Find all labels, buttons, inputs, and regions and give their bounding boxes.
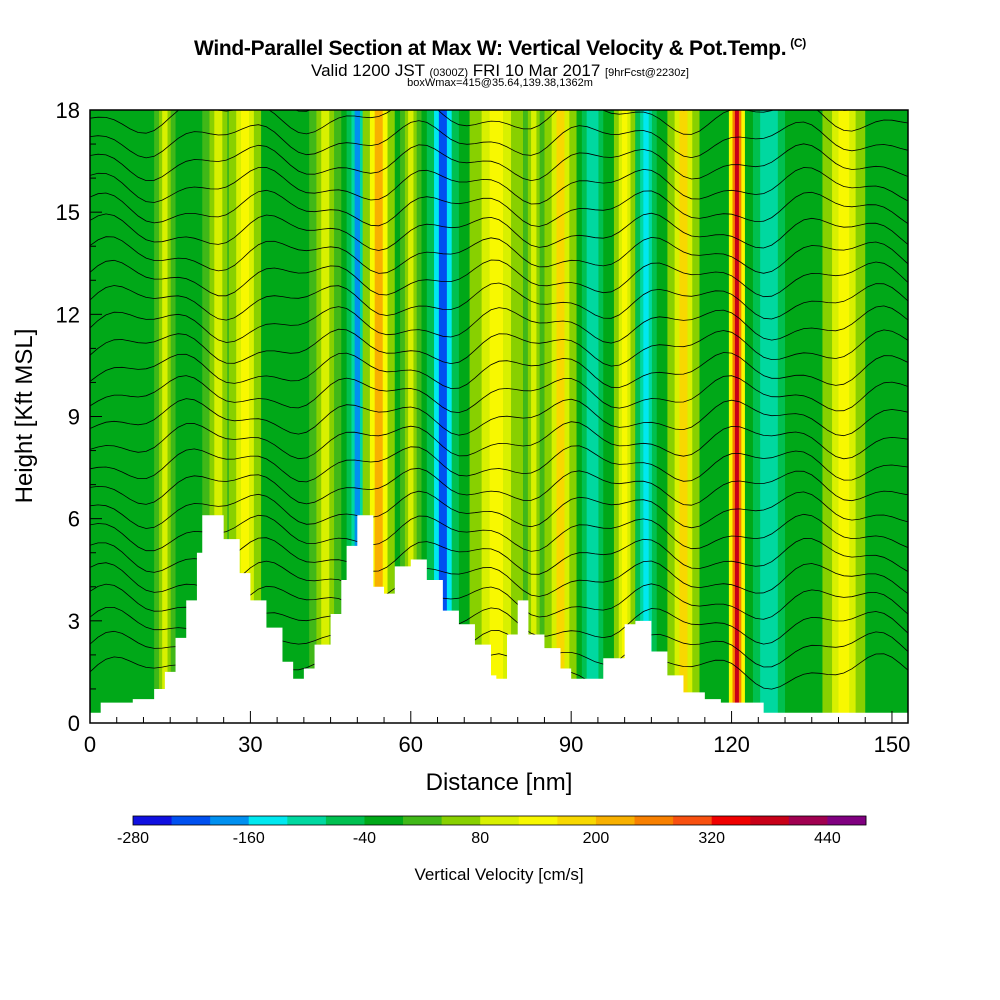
velocity-band-core	[589, 110, 596, 723]
colorbar-swatch	[827, 816, 867, 825]
colorbar-swatch	[480, 816, 520, 825]
theta-contour	[90, 467, 908, 506]
velocity-band-core	[764, 110, 774, 723]
x-tick-label: 90	[559, 732, 583, 757]
velocity-band-core	[408, 110, 414, 723]
colorbar-swatch	[287, 816, 327, 825]
colorbar-swatch	[518, 816, 558, 825]
y-tick-label: 6	[68, 507, 80, 532]
colorbar-swatch	[171, 816, 211, 825]
colorbar-swatch	[557, 816, 597, 825]
colorbar-swatch	[210, 816, 250, 825]
theta-contour	[295, 110, 853, 112]
colorbar-swatch	[133, 816, 172, 825]
theta-contour	[90, 236, 908, 274]
y-tick-label: 15	[56, 200, 80, 225]
theta-contour	[90, 328, 908, 367]
theta-contour	[90, 143, 908, 182]
potential-temperature-contours	[90, 110, 908, 692]
colorbar-tick-label: -160	[233, 830, 265, 847]
x-tick-label: 150	[874, 732, 911, 757]
theta-contour	[90, 421, 908, 460]
theta-contour	[90, 120, 908, 159]
colorbar-swatch	[248, 816, 288, 825]
colorbar-swatch	[788, 816, 828, 825]
forecast-label: [9hrFcst@2230z]	[605, 67, 689, 79]
valid-date: FRI 10 Mar 2017	[472, 61, 601, 80]
velocity-band-core	[214, 110, 223, 723]
velocity-band-core	[241, 110, 250, 723]
y-tick-label: 0	[68, 711, 80, 736]
theta-contour	[90, 166, 908, 205]
velocity-band-core	[374, 110, 383, 723]
velocity-band-core	[734, 110, 739, 723]
velocity-band-core	[621, 110, 628, 723]
x-tick-label: 120	[713, 732, 750, 757]
y-tick-label: 9	[68, 405, 80, 430]
velocity-band-core	[838, 110, 850, 723]
colorbar-swatch	[673, 816, 713, 825]
colorbar-tick-label: 80	[471, 830, 489, 847]
colorbar-swatch	[441, 816, 481, 825]
colorbar-tick-label: -280	[117, 830, 149, 847]
box-wmax-label: boxWmax=415@35.64,139.38,1362m	[407, 77, 593, 89]
theta-contour	[90, 490, 908, 529]
velocity-band-core	[643, 110, 649, 723]
colorbar-swatch	[325, 816, 365, 825]
chart-title: Wind-Parallel Section at Max W: Vertical…	[0, 36, 1000, 61]
colorbar-swatch	[634, 816, 674, 825]
colorbar-swatch	[364, 816, 404, 825]
colorbar-swatch	[403, 816, 443, 825]
colorbar-swatch	[750, 816, 790, 825]
theta-contour	[90, 212, 908, 251]
theta-contour	[90, 398, 908, 437]
terrain-mask	[90, 515, 908, 723]
velocity-band-core	[556, 110, 565, 723]
valid-prefix: Valid 1200 JST	[311, 61, 425, 80]
theta-contour	[90, 305, 908, 344]
x-tick-label: 30	[238, 732, 262, 757]
theta-contour	[90, 189, 908, 227]
theta-contour	[90, 282, 908, 321]
colorbar-tick-label: 320	[698, 830, 725, 847]
y-tick-label: 3	[68, 609, 80, 634]
velocity-band-core	[489, 110, 504, 723]
x-axis-title: Distance [nm]	[426, 769, 573, 796]
chart-subtitle: Valid 1200 JST (0300Z) FRI 10 Mar 2017 […	[0, 61, 1000, 81]
valid-utc: (0300Z)	[429, 67, 469, 79]
colorbar-swatch	[711, 816, 751, 825]
colorbar: Vertical Velocity [cm/s] -280 -160 -40 80 20…	[117, 815, 867, 884]
colorbar-tick-label: 200	[583, 830, 610, 847]
y-tick-label: 12	[56, 302, 80, 327]
colorbar-tick-label: 440	[814, 830, 841, 847]
plot-area	[90, 110, 908, 723]
theta-contour	[90, 445, 908, 483]
velocity-band-core	[679, 110, 688, 723]
colorbar-title: Vertical Velocity [cm/s]	[414, 865, 583, 884]
colorbar-frame	[132, 815, 867, 826]
x-tick-label: 60	[399, 732, 423, 757]
x-axis: Distance [nm] 0 30 60 90 120 150	[84, 711, 910, 796]
y-axis: Height [Kft MSL] 0 3 6 9 12 15 18	[11, 98, 102, 736]
theta-contour	[90, 259, 908, 298]
theta-contour	[90, 513, 908, 552]
theta-contour	[90, 352, 908, 389]
y-axis-title: Height [Kft MSL]	[11, 329, 38, 504]
velocity-band-core	[162, 110, 168, 723]
colorbar-tick-label: -40	[353, 830, 376, 847]
velocity-band-core	[438, 110, 447, 723]
velocity-band-core	[354, 110, 360, 723]
y-tick-label: 18	[56, 98, 80, 123]
velocity-band-core	[321, 110, 330, 723]
x-tick-label: 0	[84, 732, 96, 757]
colorbar-swatch	[595, 816, 635, 825]
theta-contour	[90, 375, 908, 414]
chart-title-text: Wind-Parallel Section at Max W: Vertical…	[194, 37, 787, 60]
copyright-mark: (C)	[790, 36, 806, 50]
